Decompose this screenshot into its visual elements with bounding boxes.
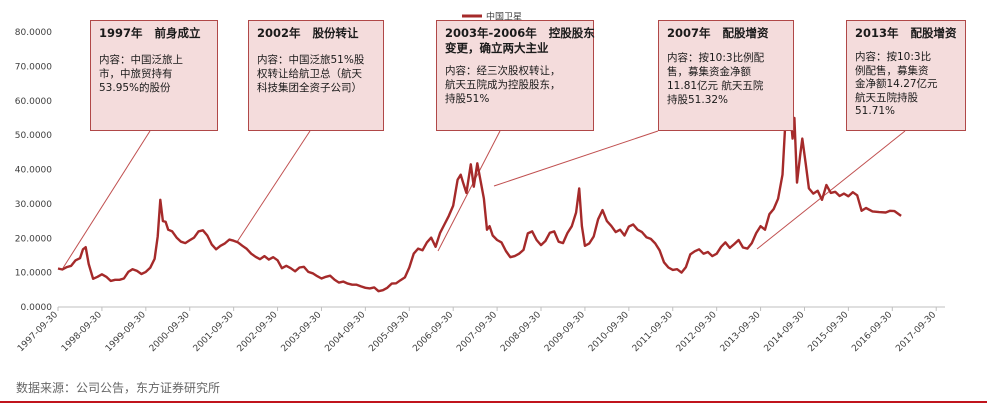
annotation-title: 2003年-2006年 控股股东 变更，确立两大主业 (445, 26, 595, 55)
x-tick-label: 2017-09-30 (894, 310, 938, 354)
annotation-text: 内容：按10:3比例配 售，募集资金净额 11.81亿元 航天五院 持股51.3… (667, 52, 765, 106)
x-tick-label: 2008-09-30 (499, 310, 543, 354)
x-tick-label: 2016-09-30 (850, 310, 894, 354)
annotation-title: 2002年 股份转让 (257, 26, 359, 40)
y-tick-label: 0.0000 (21, 303, 53, 313)
series-line (57, 74, 902, 293)
annotation-text: 内容：中国泛旅上 市，中旅贸持有 53.95%的股份 (99, 54, 183, 94)
y-tick-label: 50.0000 (15, 131, 52, 141)
y-axis: 0.0000 10.0000 20.0000 30.0000 40.0000 50.000… (15, 28, 52, 313)
x-tick-label: 2005-09-30 (367, 310, 411, 354)
legend-label: 中国卫星 (486, 11, 522, 23)
annotation-2007: 2007年 配股增资 内容：按10:3比例配 售，募集资金净额 11.81亿元 … (658, 20, 794, 131)
y-tick-label: 40.0000 (15, 166, 52, 176)
source-note: 数据来源：公司公告，东方证券研究所 (16, 381, 221, 395)
annotation-2003-2006: 2003年-2006年 控股股东 变更，确立两大主业 内容：经三次股权转让， 航… (436, 20, 595, 131)
y-tick-label: 10.0000 (15, 269, 52, 279)
y-tick-label: 70.0000 (15, 62, 52, 72)
x-tick-label: 1999-09-30 (104, 310, 148, 354)
x-tick-label: 1997-09-30 (16, 310, 60, 354)
annotation-1997: 1997年 前身成立 内容：中国泛旅上 市，中旅贸持有 53.95%的股份 (90, 20, 218, 131)
legend: 中国卫星 (462, 11, 522, 23)
annotation-leader-line (236, 130, 311, 243)
annotation-text: 内容：按10:3比 例配售，募集资 金净额14.27亿元 航天五院持股 51.7… (855, 51, 938, 117)
x-tick-label: 2015-09-30 (806, 310, 850, 354)
x-tick-label: 2000-09-30 (148, 310, 192, 354)
annotation-leader-line (756, 130, 906, 250)
x-tick-label: 2006-09-30 (411, 310, 455, 354)
x-axis: 1997-09-30 1998-09-30 1999-09-30 2000-09-30… (16, 306, 945, 354)
annotation-2002: 2002年 股份转让 内容：中国泛旅51%股 权转让给航卫总（航天 科技集团全资… (248, 20, 384, 131)
x-tick-label: 2004-09-30 (323, 310, 367, 354)
x-tick-label: 2011-09-30 (631, 310, 675, 354)
x-tick-label: 1998-09-30 (60, 310, 104, 354)
annotation-leaders (62, 130, 906, 269)
y-tick-label: 30.0000 (15, 200, 52, 210)
x-tick-label: 2003-09-30 (280, 310, 324, 354)
annotation-2013: 2013年 配股增资 内容：按10:3比 例配售，募集资 金净额14.27亿元 … (846, 20, 966, 131)
line-chart: 0.0000 10.0000 20.0000 30.0000 40.0000 50.000… (15, 11, 945, 354)
annotation-leader-line (62, 130, 151, 269)
annotation-title: 2013年 配股增资 (855, 26, 957, 40)
annotation-text: 内容：中国泛旅51%股 权转让给航卫总（航天 科技集团全资子公司） (257, 54, 365, 94)
x-tick-label: 2012-09-30 (675, 310, 719, 354)
x-tick-label: 2007-09-30 (455, 310, 499, 354)
annotation-title: 1997年 前身成立 (99, 26, 201, 40)
bottom-rule (0, 401, 987, 403)
annotation-leader-line (437, 130, 501, 252)
x-tick-label: 2014-09-30 (763, 310, 807, 354)
x-tick-label: 2001-09-30 (192, 310, 236, 354)
annotation-text: 内容：经三次股权转让， 航天五院成为控股股东， 持股51% (445, 65, 561, 105)
x-tick-label: 2009-09-30 (543, 310, 587, 354)
x-tick-label: 2002-09-30 (236, 310, 280, 354)
x-tick-label: 2013-09-30 (719, 310, 763, 354)
y-tick-label: 20.0000 (15, 234, 52, 244)
y-tick-label: 60.0000 (15, 97, 52, 107)
series-group (57, 74, 902, 293)
annotation-title: 2007年 配股增资 (667, 26, 769, 40)
x-tick-label: 2010-09-30 (587, 310, 631, 354)
annotation-leader-line (493, 130, 659, 187)
y-tick-label: 80.0000 (15, 28, 52, 38)
